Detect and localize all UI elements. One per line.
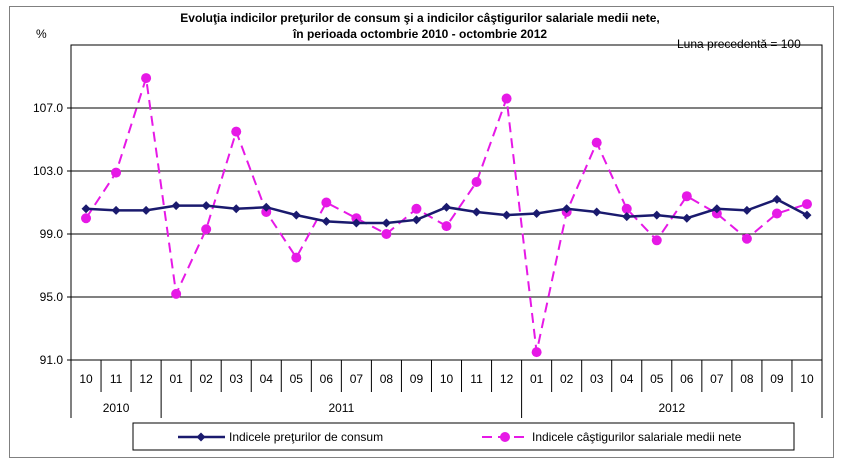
cpi-point (682, 213, 692, 223)
cpi-point (201, 201, 211, 211)
x-tick-label: 02 (200, 372, 214, 386)
wage-point (711, 208, 722, 219)
cpi-point (351, 218, 361, 228)
x-tick-label: 07 (350, 372, 364, 386)
x-tick-label: 09 (410, 372, 424, 386)
legend-box (132, 422, 795, 451)
cpi-point (772, 194, 782, 204)
wage-point (231, 126, 242, 137)
cpi-point (321, 216, 331, 226)
cpi-point (442, 202, 451, 212)
chart-frame (9, 6, 834, 458)
x-tick-label: 06 (320, 372, 334, 386)
x-tick-label: 03 (590, 372, 604, 386)
cpi-point (411, 215, 421, 225)
wage-point (381, 229, 392, 239)
y-tick-label: 103.0 (33, 164, 63, 178)
cpi-point (802, 210, 812, 220)
cpi-point (532, 209, 542, 219)
cpi-point (472, 207, 482, 217)
legend-wage-marker (500, 432, 510, 442)
cpi-point (291, 210, 301, 220)
x-tick-label: 10 (440, 372, 454, 386)
cpi-point (652, 210, 662, 220)
x-tick-label: 08 (380, 372, 394, 386)
cpi-point (231, 204, 241, 214)
year-label: 2012 (658, 401, 685, 415)
x-tick-label: 05 (290, 372, 304, 386)
cpi-point (622, 212, 632, 222)
cpi-point (502, 210, 512, 220)
y-tick-label: 95.0 (40, 290, 64, 304)
wage-point (741, 233, 752, 244)
cpi-point (592, 207, 602, 217)
x-tick-label: 01 (530, 372, 544, 386)
year-label: 2011 (328, 401, 354, 415)
x-tick-label: 11 (110, 372, 123, 386)
x-tick-label: 03 (230, 372, 244, 386)
wage-point (591, 137, 602, 148)
wage-point (351, 213, 362, 224)
wage-point (801, 199, 812, 210)
series-lines (81, 73, 812, 358)
wage-point (321, 197, 332, 208)
y-axis-unit: % (36, 27, 47, 41)
cpi-point (111, 205, 121, 215)
x-tick-label: 12 (500, 372, 514, 386)
cpi-point (261, 202, 271, 212)
wage-point (771, 208, 782, 219)
base-note: Luna precedentă = 100 (677, 37, 801, 51)
cpi-point (381, 218, 391, 228)
chart-subtitle: în perioada octombrie 2010 - octombrie 2… (292, 27, 548, 41)
wage-point (681, 191, 692, 202)
year-label: 2010 (103, 401, 130, 415)
cpi-point (171, 201, 181, 211)
legend-wage-label: Indicele câştigurilor salariale medii ne… (532, 430, 742, 444)
wage-point (141, 73, 152, 84)
wage-point (81, 213, 92, 224)
wage-point (111, 167, 122, 178)
cpi-point (742, 205, 752, 215)
wage-point (621, 203, 632, 214)
x-tick-label: 10 (800, 372, 814, 386)
y-tick-label: 91.0 (40, 353, 64, 367)
cpi-point (141, 205, 151, 215)
x-tick-label: 01 (169, 372, 183, 386)
wage-point (651, 235, 662, 246)
wage-point (441, 221, 452, 232)
x-tick-label: 11 (470, 372, 483, 386)
x-tick-label: 06 (680, 372, 694, 386)
x-tick-label: 09 (770, 372, 784, 386)
y-tick-label: 107.0 (33, 101, 63, 115)
wage-point (171, 288, 182, 299)
wage-point (471, 177, 482, 188)
wage-point (501, 93, 512, 104)
cpi-point (562, 204, 572, 214)
legend: Indicele preţurilor de consum Indicele câ… (132, 422, 795, 451)
y-tick-label: 99.0 (40, 227, 64, 241)
x-axis: 10 11 12 01 02 03 04 05 06 07 08 09 10 11 12 01 02 03 04 05… (70, 360, 823, 418)
legend-cpi-marker (196, 432, 206, 442)
x-tick-label: 04 (620, 372, 634, 386)
chart-title: Evoluţia indicilor preţurilor de consum … (180, 11, 660, 25)
wage-point (201, 224, 212, 235)
wage-point (291, 252, 302, 263)
x-tick-label: 08 (740, 372, 754, 386)
x-tick-label: 04 (260, 372, 274, 386)
wage-point (411, 203, 422, 214)
x-tick-label: 10 (79, 372, 93, 386)
wage-point (531, 347, 542, 358)
x-tick-label: 12 (139, 372, 153, 386)
x-tick-label: 05 (650, 372, 664, 386)
y-tick-labels: 91.0 95.0 99.0 103.0 107.0 (33, 101, 63, 367)
x-tick-label: 02 (560, 372, 574, 386)
x-tick-label: 07 (710, 372, 724, 386)
cpi-point (712, 204, 722, 214)
cpi-point (81, 204, 91, 214)
legend-cpi-label: Indicele preţurilor de consum (229, 430, 383, 444)
wage-point (261, 206, 272, 217)
gridlines (67, 44, 823, 361)
plot-area (70, 44, 823, 361)
